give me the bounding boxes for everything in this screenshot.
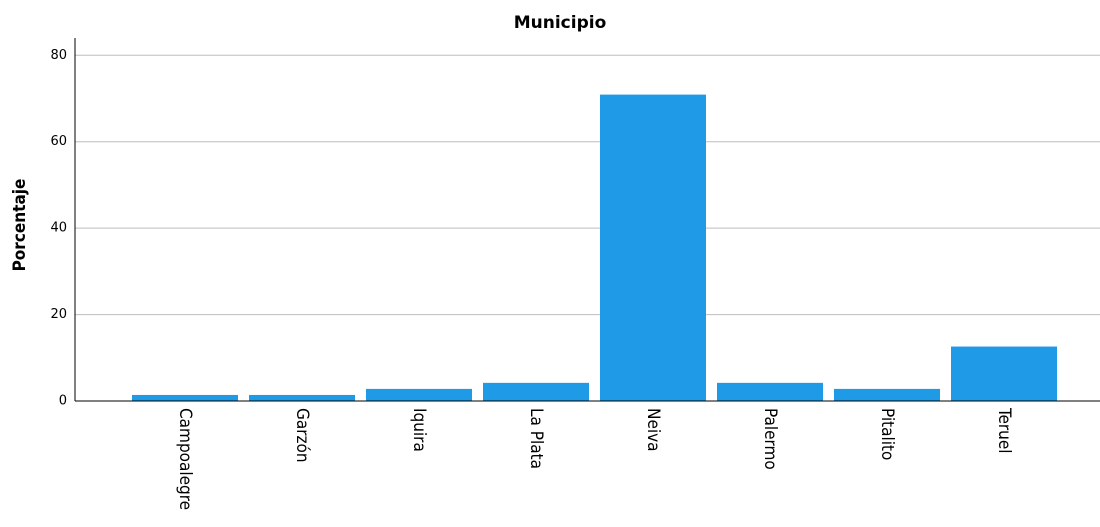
- x-tick-label: Garzón: [292, 408, 312, 463]
- bar: [366, 388, 472, 401]
- bar: [834, 388, 940, 401]
- x-tick-label: Campoalegre: [175, 408, 195, 510]
- bar: [249, 394, 355, 401]
- y-tick-label: 60: [50, 134, 67, 149]
- x-tick-label: Palermo: [760, 408, 780, 470]
- bar: [483, 382, 589, 401]
- y-tick-label: 40: [50, 221, 67, 236]
- bar: [951, 346, 1057, 401]
- x-tick-label: La Plata: [526, 408, 546, 469]
- y-axis-label: Porcentaje: [10, 179, 30, 272]
- x-tick-label: Teruel: [994, 407, 1014, 454]
- x-tick-label: Iquira: [409, 408, 429, 452]
- y-tick-label: 80: [50, 48, 67, 63]
- bar: [132, 394, 238, 401]
- bar: [600, 94, 706, 401]
- x-tick-label: Neiva: [643, 408, 663, 452]
- chart-title: Municipio: [514, 13, 607, 33]
- x-tick-label: Pitalito: [877, 408, 897, 460]
- bar: [717, 382, 823, 401]
- y-tick-label: 20: [50, 307, 67, 322]
- y-tick-label: 0: [59, 394, 67, 409]
